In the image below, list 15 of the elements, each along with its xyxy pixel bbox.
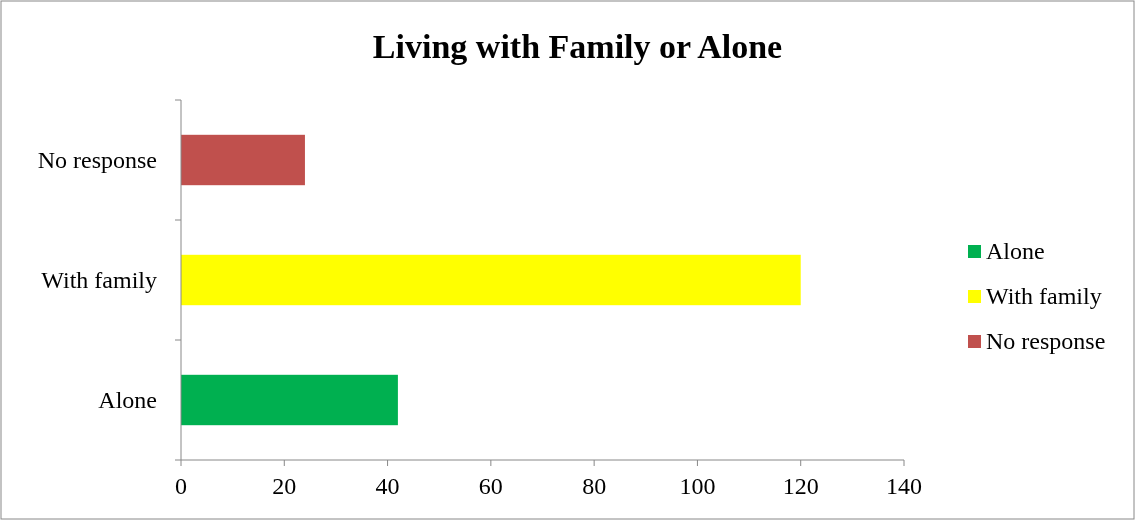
x-tick-label: 120 [782,473,819,499]
x-tick-label: 100 [679,473,716,499]
x-tick-label: 0 [175,473,187,499]
x-tick-label: 80 [582,473,607,499]
chart-title: Living with Family or Alone [372,28,783,65]
legend-label: Alone [986,238,1045,264]
x-tick-label: 40 [375,473,400,499]
legend-label: With family [986,283,1102,309]
x-tick-label: 140 [886,473,922,499]
y-tick-label: Alone [98,387,157,413]
y-tick-label: No response [37,147,157,173]
y-tick-label: With family [41,267,157,293]
x-tick-label: 60 [478,473,503,499]
legend-label: No response [986,328,1106,354]
x-tick-label: 20 [272,473,297,499]
